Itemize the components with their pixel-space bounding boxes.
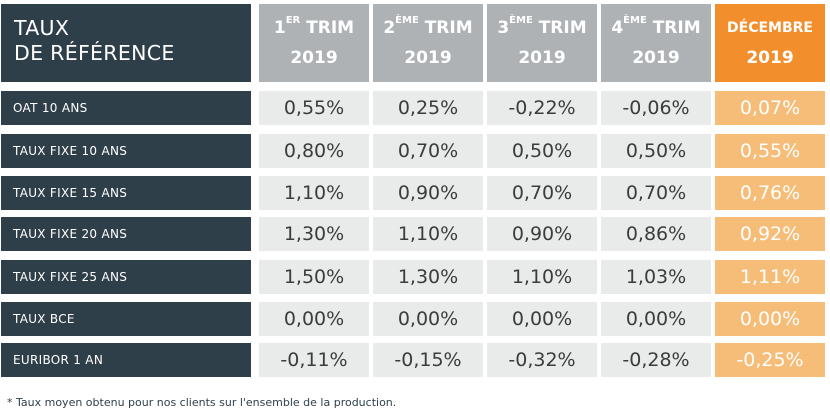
table-cell: 1,30%	[373, 260, 483, 294]
table-cell: 0,25%	[373, 91, 483, 125]
column-header-3: 3ÈME TRIM 2019	[487, 4, 597, 82]
table-cell: 0,07%	[715, 91, 825, 125]
column-header-period-rest: TRIM	[418, 18, 473, 38]
column-header-period-rest: TRIM	[646, 18, 701, 38]
column-header-period-suffix: ÈME	[623, 15, 647, 26]
table-cell: 0,00%	[487, 302, 597, 336]
column-header-year: 2019	[632, 48, 680, 68]
table-cell: 0,00%	[715, 302, 825, 336]
table-cell: 1,03%	[601, 260, 711, 294]
table-cell: -0,32%	[487, 343, 597, 377]
table-cell: -0,22%	[487, 91, 597, 125]
column-header-period-suffix: ER	[285, 15, 301, 26]
table-cell: 1,10%	[259, 176, 369, 210]
column-header-2: 2ÈME TRIM 2019	[373, 4, 483, 82]
column-header-period-rest: TRIM	[532, 18, 587, 38]
table-cell: 1,50%	[259, 260, 369, 294]
table-cell: 1,10%	[373, 217, 483, 251]
column-header-period: 4ÈME TRIM	[601, 15, 711, 39]
row-label: OAT 10 ANS	[1, 91, 251, 125]
table-title: TAUX DE RÉFÉRENCE	[1, 4, 251, 82]
column-header-period-suffix: ÈME	[509, 15, 533, 26]
table-cell: 0,00%	[601, 302, 711, 336]
table-cell: 0,80%	[259, 134, 369, 168]
table-cell: 0,55%	[259, 91, 369, 125]
table-title-line-1: TAUX	[14, 16, 70, 40]
table-cell: -0,11%	[259, 343, 369, 377]
column-header-period-main: 2	[383, 18, 396, 38]
column-header-year: 2019	[404, 48, 452, 68]
column-header-period-suffix: ÈME	[395, 15, 419, 26]
row-label: TAUX FIXE 15 ANS	[1, 176, 251, 210]
table-cell: 1,30%	[259, 217, 369, 251]
column-header-1: 1ER TRIM 2019	[259, 4, 369, 82]
column-header-period-main: DÉCEMBRE	[727, 20, 813, 36]
column-header-period-main: 1	[273, 18, 286, 38]
column-header-period: DÉCEMBRE	[715, 17, 825, 39]
table-cell: 0,55%	[715, 134, 825, 168]
column-header-period: 1ER TRIM	[259, 15, 369, 39]
footnote: * Taux moyen obtenu pour nos clients sur…	[7, 396, 397, 409]
column-header-period-main: 4	[611, 18, 624, 38]
table-cell: 0,50%	[601, 134, 711, 168]
row-label: TAUX FIXE 10 ANS	[1, 134, 251, 168]
table-cell: 0,76%	[715, 176, 825, 210]
table-cell: 1,11%	[715, 260, 825, 294]
column-header-year: 2019	[746, 48, 794, 68]
table-cell: 0,70%	[487, 176, 597, 210]
table-cell: 0,50%	[487, 134, 597, 168]
row-label: TAUX FIXE 20 ANS	[1, 217, 251, 251]
row-label: EURIBOR 1 AN	[1, 343, 251, 377]
column-header-year: 2019	[290, 48, 338, 68]
column-header-period: 3ÈME TRIM	[487, 15, 597, 39]
column-header-period-rest: TRIM	[300, 18, 355, 38]
table-cell: 0,00%	[373, 302, 483, 336]
column-header-5: DÉCEMBRE 2019	[715, 4, 825, 82]
table-cell: 0,00%	[259, 302, 369, 336]
table-cell: 0,70%	[373, 134, 483, 168]
table-cell: 0,92%	[715, 217, 825, 251]
table-cell: -0,15%	[373, 343, 483, 377]
table-cell: 1,10%	[487, 260, 597, 294]
table-cell: 0,86%	[601, 217, 711, 251]
column-header-4: 4ÈME TRIM 2019	[601, 4, 711, 82]
table-cell: -0,25%	[715, 343, 825, 377]
table-cell: 0,90%	[373, 176, 483, 210]
column-header-period-main: 3	[497, 18, 510, 38]
table-title-line-2: DE RÉFÉRENCE	[14, 41, 175, 65]
row-label: TAUX BCE	[1, 302, 251, 336]
column-header-year: 2019	[518, 48, 566, 68]
column-header-period: 2ÈME TRIM	[373, 15, 483, 39]
table-cell: 0,70%	[601, 176, 711, 210]
row-label: TAUX FIXE 25 ANS	[1, 260, 251, 294]
table-cell: -0,06%	[601, 91, 711, 125]
table-cell: 0,90%	[487, 217, 597, 251]
table-cell: -0,28%	[601, 343, 711, 377]
